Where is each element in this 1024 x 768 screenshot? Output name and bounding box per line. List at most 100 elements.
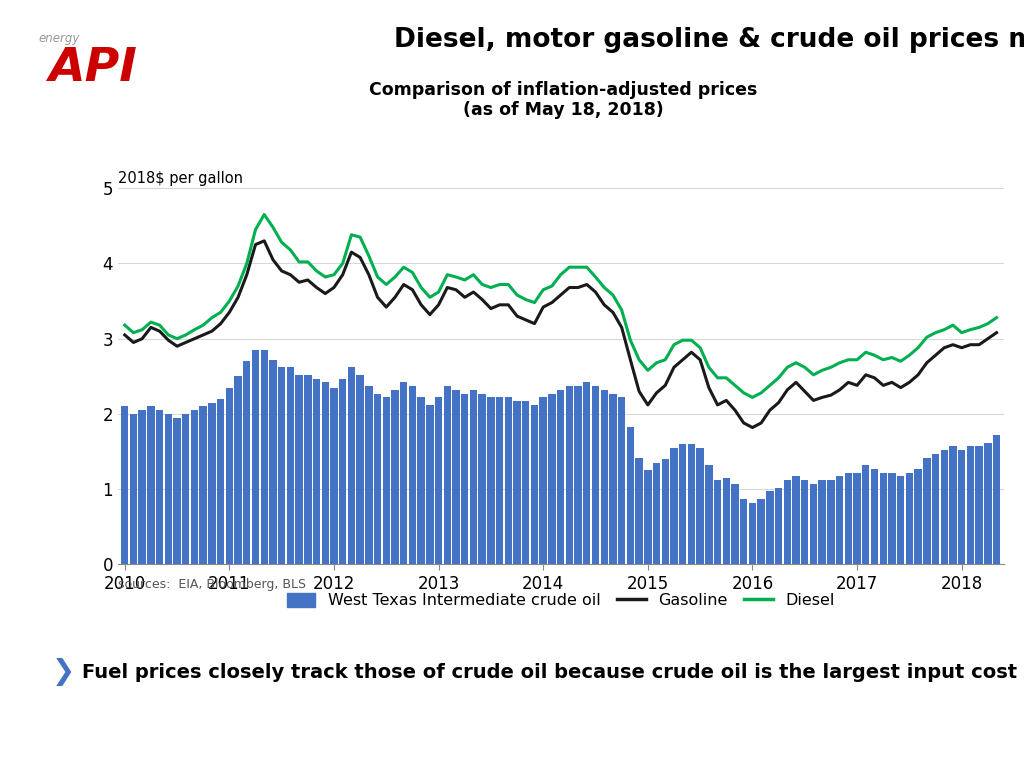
Text: Comparison of inflation-adjusted prices
(as of May 18, 2018): Comparison of inflation-adjusted prices …: [369, 81, 758, 120]
Bar: [156, 410, 163, 564]
Bar: [706, 465, 713, 564]
Bar: [443, 386, 451, 564]
Legend: West Texas Intermediate crude oil, Gasoline, Diesel: West Texas Intermediate crude oil, Gasol…: [281, 587, 841, 615]
Bar: [984, 442, 991, 564]
Bar: [487, 397, 495, 564]
Bar: [723, 478, 730, 564]
Bar: [592, 386, 599, 564]
Bar: [409, 386, 416, 564]
Bar: [810, 484, 817, 564]
Bar: [923, 458, 931, 564]
Bar: [435, 397, 442, 564]
Bar: [967, 446, 974, 564]
Bar: [312, 379, 321, 564]
Bar: [731, 484, 738, 564]
Bar: [173, 418, 181, 564]
Bar: [138, 410, 145, 564]
Bar: [400, 382, 408, 564]
Bar: [426, 405, 433, 564]
Bar: [260, 350, 268, 564]
Bar: [644, 470, 651, 564]
Bar: [976, 446, 983, 564]
Bar: [801, 480, 809, 564]
Text: Diesel, motor gasoline & crude oil prices move together: Diesel, motor gasoline & crude oil price…: [394, 27, 1024, 53]
Text: Fuel prices closely track those of crude oil because crude oil is the largest in: Fuel prices closely track those of crude…: [82, 663, 1017, 681]
Bar: [121, 406, 128, 564]
Bar: [940, 450, 948, 564]
Bar: [453, 390, 460, 564]
Bar: [217, 399, 224, 564]
Text: API: API: [48, 46, 137, 91]
Bar: [391, 390, 398, 564]
Bar: [540, 397, 547, 564]
Bar: [949, 446, 956, 564]
Bar: [513, 401, 521, 564]
Bar: [958, 450, 966, 564]
Bar: [870, 469, 879, 564]
Bar: [696, 448, 703, 564]
Bar: [836, 476, 844, 564]
Bar: [679, 444, 686, 564]
Bar: [880, 472, 887, 564]
Bar: [278, 367, 286, 564]
Bar: [853, 472, 861, 564]
Bar: [295, 375, 303, 564]
Bar: [522, 401, 529, 564]
Bar: [252, 350, 259, 564]
Bar: [862, 465, 869, 564]
Bar: [897, 476, 904, 564]
Bar: [130, 414, 137, 564]
Bar: [827, 480, 835, 564]
Bar: [653, 463, 660, 564]
Text: sources:  EIA, Bloomberg, BLS: sources: EIA, Bloomberg, BLS: [118, 578, 306, 591]
Bar: [182, 414, 189, 564]
Bar: [714, 480, 721, 564]
Bar: [322, 382, 329, 564]
Bar: [331, 388, 338, 564]
Bar: [740, 499, 748, 564]
Bar: [470, 390, 477, 564]
Bar: [662, 459, 669, 564]
Bar: [356, 375, 364, 564]
Text: energy: energy: [39, 32, 80, 45]
Bar: [888, 472, 896, 564]
Bar: [366, 386, 373, 564]
Bar: [557, 390, 564, 564]
Bar: [905, 472, 913, 564]
Bar: [269, 359, 276, 564]
Bar: [190, 410, 199, 564]
Bar: [287, 367, 294, 564]
Bar: [627, 428, 634, 564]
Bar: [565, 386, 573, 564]
Text: 2018$ per gallon: 2018$ per gallon: [118, 170, 243, 186]
Bar: [225, 388, 233, 564]
Bar: [374, 394, 381, 564]
Text: ❯: ❯: [52, 658, 75, 686]
Bar: [609, 394, 616, 564]
Bar: [583, 382, 591, 564]
Bar: [548, 394, 556, 564]
Bar: [617, 397, 626, 564]
Bar: [793, 476, 800, 564]
Bar: [418, 397, 425, 564]
Bar: [775, 488, 782, 564]
Bar: [914, 469, 922, 564]
Bar: [932, 454, 939, 564]
Bar: [688, 444, 695, 564]
Bar: [165, 414, 172, 564]
Bar: [530, 405, 539, 564]
Bar: [783, 480, 791, 564]
Bar: [766, 492, 773, 564]
Bar: [200, 406, 207, 564]
Bar: [505, 397, 512, 564]
Bar: [383, 397, 390, 564]
Bar: [147, 406, 155, 564]
Bar: [993, 435, 1000, 564]
Bar: [461, 394, 468, 564]
Bar: [234, 376, 242, 564]
Bar: [818, 480, 826, 564]
Bar: [671, 448, 678, 564]
Bar: [636, 458, 643, 564]
Bar: [600, 390, 608, 564]
Bar: [208, 402, 216, 564]
